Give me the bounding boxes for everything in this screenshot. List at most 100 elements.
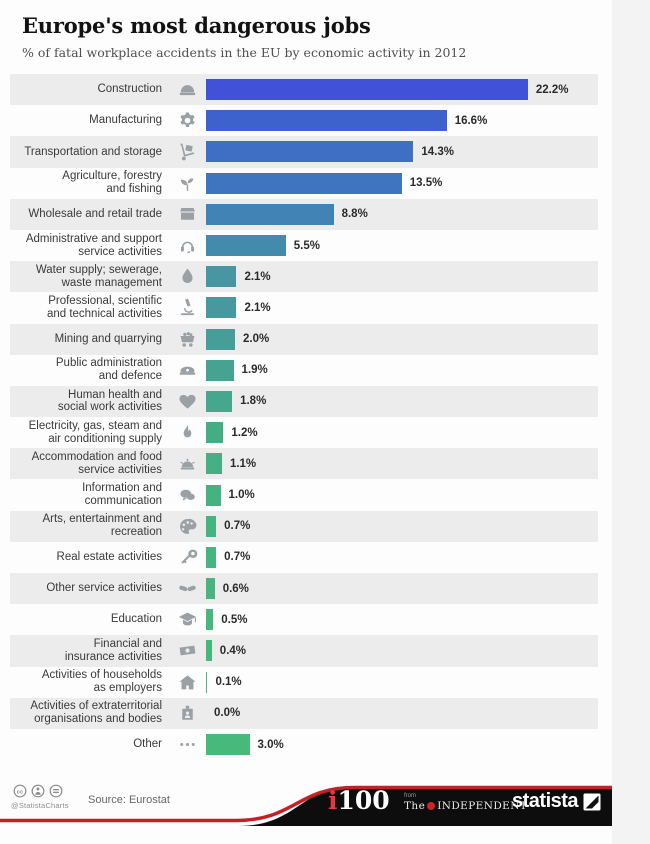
statista-logo: statista bbox=[512, 790, 601, 813]
id-badge-icon bbox=[168, 703, 206, 724]
category-label-line: service activities bbox=[78, 245, 162, 258]
value-label: 1.1% bbox=[229, 457, 257, 470]
bar-track: 3.0% bbox=[206, 729, 598, 760]
category-label-line: Mining and quarrying bbox=[54, 332, 162, 345]
bar bbox=[206, 453, 222, 475]
value-label: 1.0% bbox=[228, 489, 255, 502]
bar-track: 1.1% bbox=[206, 448, 598, 479]
value-label: 2.1% bbox=[244, 270, 271, 283]
category-label: Education bbox=[10, 613, 168, 626]
category-label: Other service activities bbox=[10, 582, 168, 595]
bar bbox=[206, 515, 217, 537]
independent-eagle-icon bbox=[427, 802, 436, 810]
bar-track: 1.0% bbox=[206, 479, 598, 510]
i100-logo-i: i bbox=[328, 786, 338, 815]
category-label: Wholesale and retail trade bbox=[10, 208, 168, 221]
value-label: 2.1% bbox=[244, 301, 271, 314]
paint-palette-icon bbox=[168, 516, 206, 537]
chart-row: Other service activities 0.6% bbox=[10, 573, 598, 605]
category-label-line: recreation bbox=[110, 526, 162, 539]
bar-track: 0.0% bbox=[206, 698, 598, 729]
value-label: 8.8% bbox=[341, 208, 368, 221]
category-label: Public administration and defence bbox=[10, 357, 168, 383]
category-label-line: communication bbox=[84, 495, 162, 508]
bar-track: 1.2% bbox=[206, 417, 598, 448]
category-label-line: Agriculture, forestry bbox=[62, 170, 162, 183]
chart-row: Activities of households as employers 0.1% bbox=[10, 667, 598, 698]
category-label-line: Wholesale and retail trade bbox=[28, 207, 162, 220]
category-label-line: organisations and bodies bbox=[34, 713, 162, 726]
bar-track: 1.9% bbox=[206, 355, 598, 386]
chart-row: Administrative and support service activi… bbox=[10, 230, 598, 261]
bar bbox=[206, 328, 235, 350]
chart-row: Transportation and storage 14.3% bbox=[10, 136, 598, 168]
graduation-cap-icon bbox=[168, 609, 206, 630]
category-label: Water supply; sewerage, waste management bbox=[10, 264, 168, 290]
independent-name-text: INDEPENDENT bbox=[437, 800, 528, 812]
category-label-line: Education bbox=[110, 613, 162, 626]
heart-icon bbox=[168, 391, 206, 412]
house-icon bbox=[168, 672, 206, 693]
category-label-line: Manufacturing bbox=[89, 114, 162, 127]
independent-the-text: The bbox=[404, 800, 426, 812]
category-label: Agriculture, forestry and fishing bbox=[10, 170, 168, 196]
category-label-line: Arts, entertainment and bbox=[42, 513, 162, 526]
value-label: 22.2% bbox=[535, 83, 569, 96]
microscope-icon bbox=[168, 297, 206, 318]
bar-track: 1.8% bbox=[206, 386, 598, 417]
bar-track: 8.8% bbox=[206, 199, 598, 230]
chart-row: Electricity, gas, steam and air condition… bbox=[10, 417, 598, 448]
bar-track: 13.5% bbox=[206, 168, 598, 199]
bar bbox=[206, 578, 215, 600]
value-label: 3.0% bbox=[257, 738, 284, 751]
bar bbox=[206, 546, 217, 568]
bar bbox=[206, 640, 212, 662]
value-label: 0.4% bbox=[219, 644, 247, 657]
chart-subtitle: % of fatal workplace accidents in the EU… bbox=[22, 45, 467, 60]
bar-track: 0.6% bbox=[206, 573, 598, 604]
bar-track: 0.7% bbox=[206, 511, 598, 542]
flame-icon bbox=[168, 422, 206, 443]
chart-row: Real estate activities 0.7% bbox=[10, 542, 598, 573]
no-derivatives-icon bbox=[49, 784, 63, 798]
category-label-line: insurance activities bbox=[64, 650, 162, 663]
attribution-icon bbox=[31, 784, 45, 798]
footer: cc @StatistaCharts Source: Eurostat i100… bbox=[0, 782, 612, 826]
bar bbox=[206, 110, 447, 132]
bar-track: 2.1% bbox=[206, 292, 598, 323]
category-label: Activities of extraterritorial organisati… bbox=[10, 700, 168, 726]
key-icon bbox=[168, 547, 206, 568]
bar bbox=[206, 297, 237, 319]
category-label: Transportation and storage bbox=[10, 146, 168, 159]
chart-row: Financial and insurance activities 0.4% bbox=[10, 635, 598, 667]
value-label: 14.3% bbox=[421, 145, 454, 158]
category-label-line: Information and bbox=[82, 482, 162, 495]
category-label-line: Activities of households bbox=[41, 669, 162, 682]
category-label-line: Financial and bbox=[93, 638, 162, 651]
chart-row: Human health and social work activities 1.… bbox=[10, 385, 598, 418]
category-label: Human health and social work activities bbox=[10, 389, 168, 415]
bar bbox=[206, 79, 528, 101]
category-label: Financial and insurance activities bbox=[10, 638, 168, 664]
bar-track: 0.7% bbox=[206, 542, 598, 573]
chart-row: Activities of extraterritorial organisati… bbox=[10, 697, 598, 729]
value-label: 5.5% bbox=[293, 239, 320, 252]
bar bbox=[206, 359, 234, 381]
category-label-line: Public administration bbox=[55, 357, 162, 370]
category-label-line: and technical activities bbox=[46, 307, 162, 320]
bar bbox=[206, 390, 233, 412]
category-label: Professional, scientific and technical ac… bbox=[10, 295, 168, 321]
category-label-line: Other bbox=[133, 738, 162, 751]
bar-track: 22.2% bbox=[206, 74, 598, 105]
category-label-line: waste management bbox=[61, 276, 162, 289]
category-label-line: Transportation and storage bbox=[24, 145, 162, 158]
chart-row: Public administration and defence 1.9% bbox=[10, 355, 598, 386]
category-label-line: service activities bbox=[78, 463, 162, 476]
bar bbox=[206, 734, 250, 756]
value-label: 1.8% bbox=[240, 395, 267, 408]
category-label: Mining and quarrying bbox=[10, 333, 168, 346]
category-label-line: Electricity, gas, steam and bbox=[28, 419, 162, 432]
statista-flag-icon bbox=[583, 793, 601, 810]
service-bell-icon bbox=[168, 453, 206, 474]
category-label: Arts, entertainment and recreation bbox=[10, 513, 168, 539]
